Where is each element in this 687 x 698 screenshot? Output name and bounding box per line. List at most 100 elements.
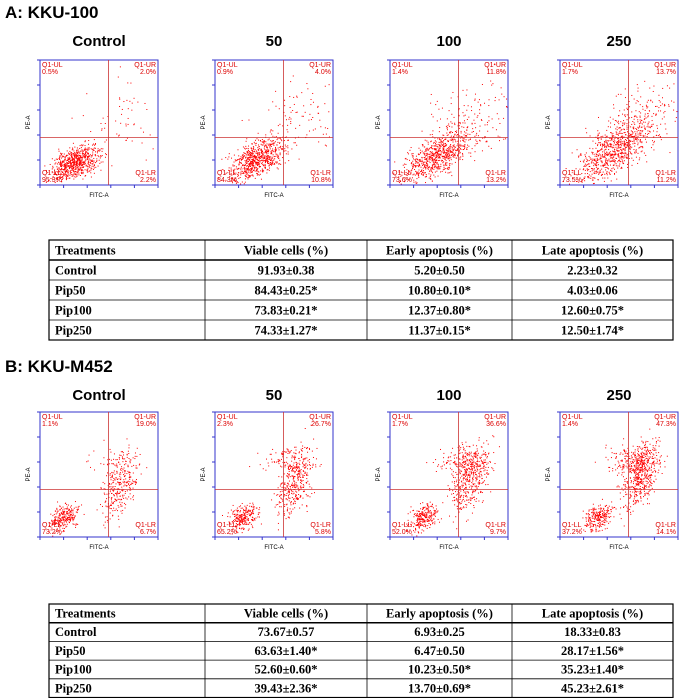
event-dot — [426, 176, 427, 177]
event-dot — [626, 125, 627, 126]
event-dot — [327, 128, 328, 129]
event-dot — [68, 519, 69, 520]
event-dot — [135, 482, 136, 483]
event-dot — [423, 168, 424, 169]
event-dot — [430, 510, 431, 511]
event-dot — [605, 141, 606, 142]
event-dot — [279, 513, 280, 514]
event-dot — [457, 155, 458, 156]
event-dot — [276, 145, 277, 146]
event-dot — [90, 165, 91, 166]
event-dot — [294, 493, 295, 494]
event-dot — [279, 108, 280, 109]
event-dot — [660, 124, 661, 125]
event-dot — [431, 515, 432, 516]
event-dot — [626, 104, 627, 105]
event-dot — [303, 461, 304, 462]
event-dot — [640, 146, 641, 147]
event-dot — [296, 495, 297, 496]
event-dot — [420, 171, 421, 172]
event-dot — [253, 158, 254, 159]
event-dot — [113, 491, 114, 492]
event-dot — [115, 486, 116, 487]
event-dot — [240, 162, 241, 163]
event-dot — [268, 139, 269, 140]
event-dot — [253, 170, 254, 171]
event-dot — [129, 485, 130, 486]
event-dot — [70, 161, 71, 162]
event-dot — [467, 127, 468, 128]
event-dot — [623, 120, 624, 121]
event-dot — [67, 507, 68, 508]
event-dot — [279, 501, 280, 502]
event-dot — [431, 170, 432, 171]
event-dot — [407, 152, 408, 153]
event-dot — [90, 163, 91, 164]
event-dot — [289, 96, 290, 97]
event-dot — [110, 473, 111, 474]
event-dot — [60, 515, 61, 516]
event-dot — [238, 518, 239, 519]
event-dot — [621, 159, 622, 160]
event-dot — [446, 156, 447, 157]
quadrant-name: Q1-LR — [485, 170, 506, 177]
event-dot — [597, 160, 598, 161]
event-dot — [651, 116, 652, 117]
event-dot — [277, 139, 278, 140]
event-dot — [448, 153, 449, 154]
event-dot — [634, 146, 635, 147]
event-dot — [315, 466, 316, 467]
event-dot — [265, 134, 266, 135]
event-dot — [308, 495, 309, 496]
event-dot — [273, 143, 274, 144]
event-dot — [640, 104, 641, 105]
event-dot — [298, 490, 299, 491]
event-dot — [243, 524, 244, 525]
event-dot — [278, 460, 279, 461]
event-dot — [647, 134, 648, 135]
event-dot — [266, 153, 267, 154]
event-dot — [634, 131, 635, 132]
event-dot — [54, 160, 55, 161]
event-dot — [503, 118, 504, 119]
event-dot — [595, 160, 596, 161]
event-dot — [660, 102, 661, 103]
event-dot — [139, 464, 140, 465]
event-dot — [637, 127, 638, 128]
panel-title: A: KKU-100 — [5, 3, 99, 22]
event-dot — [247, 152, 248, 153]
event-dot — [613, 157, 614, 158]
event-dot — [417, 165, 418, 166]
event-dot — [630, 134, 631, 135]
event-dot — [297, 477, 298, 478]
event-dot — [101, 162, 102, 163]
event-dot — [585, 154, 586, 155]
event-dot — [119, 502, 120, 503]
event-dot — [432, 154, 433, 155]
event-dot — [271, 141, 272, 142]
event-dot — [414, 174, 415, 175]
event-dot — [459, 125, 460, 126]
event-dot — [125, 507, 126, 508]
event-dot — [244, 506, 245, 507]
event-dot — [288, 466, 289, 467]
event-dot — [616, 134, 617, 135]
event-dot — [74, 154, 75, 155]
event-dot — [443, 169, 444, 170]
event-dot — [127, 465, 128, 466]
event-dot — [282, 125, 283, 126]
event-dot — [301, 483, 302, 484]
event-dot — [292, 491, 293, 492]
event-dot — [293, 457, 294, 458]
event-dot — [306, 474, 307, 475]
event-dot — [427, 164, 428, 165]
event-dot — [265, 470, 266, 471]
event-dot — [587, 159, 588, 160]
event-dot — [124, 482, 125, 483]
event-dot — [126, 485, 127, 486]
event-dot — [257, 165, 258, 166]
event-dot — [258, 160, 259, 161]
event-dot — [446, 157, 447, 158]
event-dot — [437, 156, 438, 157]
event-dot — [67, 518, 68, 519]
